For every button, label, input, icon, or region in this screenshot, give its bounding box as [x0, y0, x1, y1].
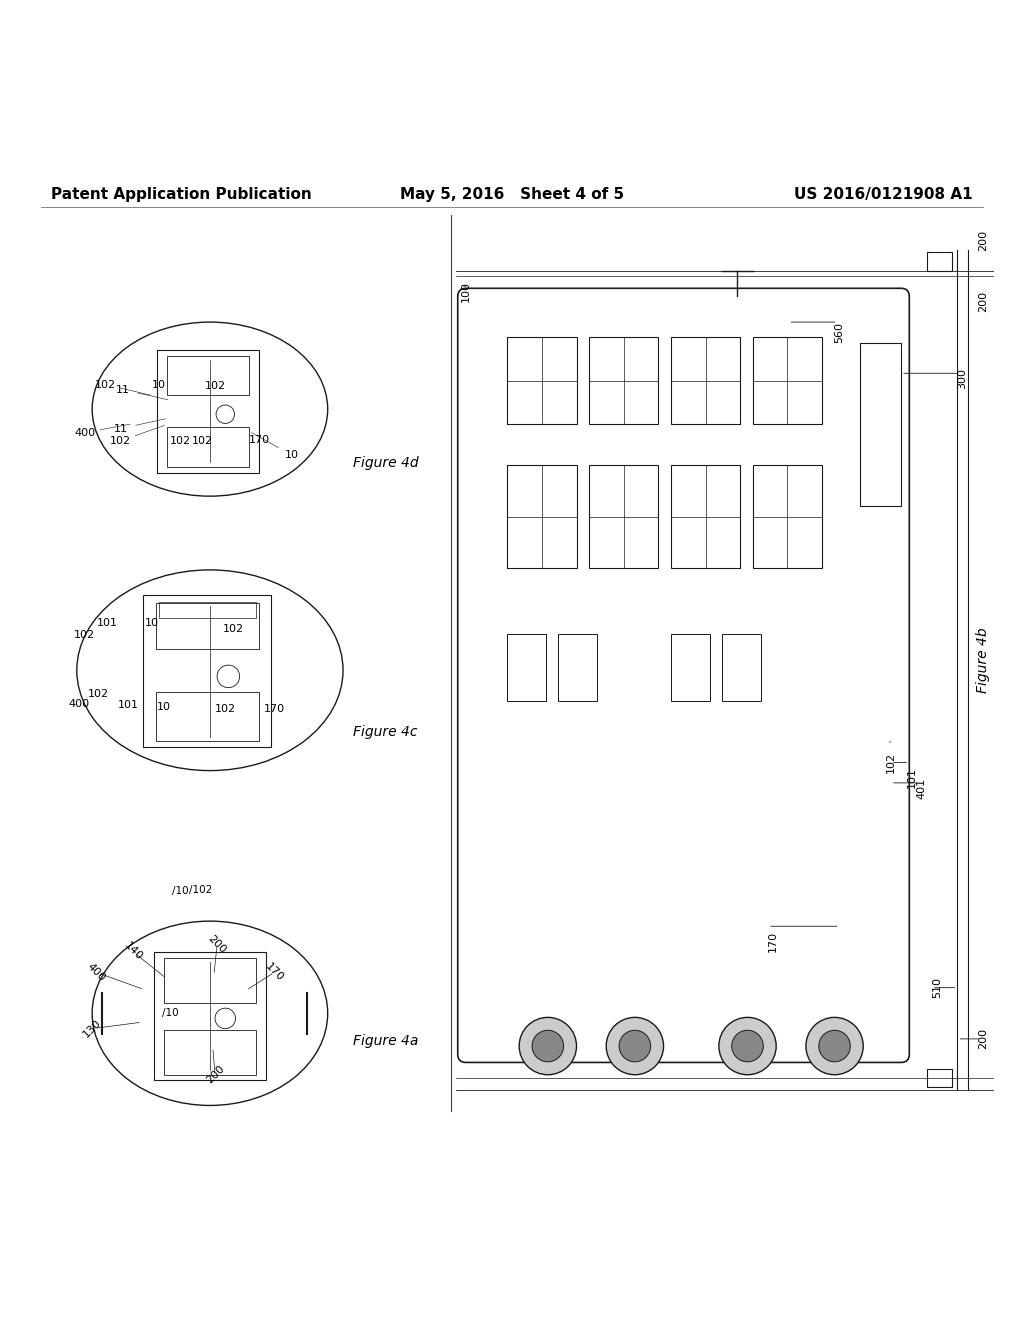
Text: US 2016/0121908 A1: US 2016/0121908 A1: [795, 186, 973, 202]
Text: 101: 101: [906, 767, 916, 788]
Text: 10: 10: [157, 702, 171, 711]
Bar: [157, 350, 259, 473]
Text: 102: 102: [205, 380, 225, 391]
Text: 102: 102: [111, 436, 131, 446]
Text: 400: 400: [69, 700, 89, 709]
Text: 400: 400: [85, 961, 108, 983]
Text: May 5, 2016   Sheet 4 of 5: May 5, 2016 Sheet 4 of 5: [400, 186, 624, 202]
Text: 200: 200: [978, 230, 988, 251]
Bar: [156, 693, 259, 741]
Ellipse shape: [92, 921, 328, 1105]
Bar: [722, 635, 761, 701]
Bar: [927, 1069, 952, 1086]
Text: 10: 10: [152, 380, 166, 389]
Text: 10: 10: [285, 450, 299, 461]
Text: 140: 140: [122, 941, 144, 962]
Bar: [159, 602, 256, 618]
Text: Figure 4c: Figure 4c: [353, 725, 418, 739]
Bar: [164, 958, 256, 1003]
Text: 200: 200: [204, 1064, 226, 1086]
Ellipse shape: [77, 570, 343, 771]
Bar: [927, 252, 952, 271]
Text: Patent Application Publication: Patent Application Publication: [51, 186, 312, 202]
Text: Figure 4a: Figure 4a: [353, 1034, 419, 1048]
Text: 560: 560: [835, 322, 845, 343]
Circle shape: [216, 405, 234, 424]
Text: 100: 100: [461, 281, 471, 302]
Text: 102: 102: [95, 380, 116, 389]
Bar: [589, 466, 658, 568]
Bar: [558, 635, 597, 701]
Text: 200: 200: [206, 933, 228, 956]
Text: 170: 170: [264, 704, 285, 714]
Text: 510: 510: [932, 977, 942, 998]
Circle shape: [719, 1018, 776, 1074]
Circle shape: [606, 1018, 664, 1074]
Text: /102: /102: [189, 886, 212, 895]
Circle shape: [215, 1008, 236, 1028]
Text: 400: 400: [75, 428, 95, 438]
Text: 130: 130: [81, 1018, 103, 1040]
Circle shape: [620, 1031, 650, 1061]
Text: 102: 102: [193, 436, 213, 446]
Bar: [671, 338, 740, 425]
Text: 102: 102: [223, 624, 244, 635]
Bar: [167, 356, 249, 395]
Bar: [589, 338, 658, 425]
Text: 102: 102: [88, 689, 109, 698]
Bar: [156, 603, 259, 648]
Text: 11: 11: [116, 384, 130, 395]
Ellipse shape: [92, 322, 328, 496]
Text: /10: /10: [172, 887, 188, 896]
Bar: [143, 595, 271, 747]
Text: 102: 102: [215, 704, 236, 714]
Bar: [671, 635, 710, 701]
Text: 170: 170: [768, 931, 778, 952]
Circle shape: [519, 1018, 577, 1074]
Bar: [507, 635, 546, 701]
Bar: [167, 426, 249, 467]
Text: /10: /10: [162, 1008, 178, 1018]
Text: 102: 102: [170, 436, 190, 446]
Circle shape: [217, 665, 240, 688]
Text: Figure 4b: Figure 4b: [976, 627, 990, 693]
Bar: [860, 343, 901, 507]
Circle shape: [819, 1031, 850, 1061]
Bar: [671, 466, 740, 568]
Text: 101: 101: [118, 700, 138, 710]
Text: 200: 200: [978, 290, 988, 312]
Circle shape: [806, 1018, 863, 1074]
Bar: [466, 297, 901, 1055]
Text: 200: 200: [978, 1028, 988, 1049]
Bar: [753, 466, 822, 568]
Bar: [753, 338, 822, 425]
Circle shape: [732, 1031, 763, 1061]
Text: 10: 10: [144, 618, 159, 628]
Bar: [507, 338, 577, 425]
Text: 300: 300: [957, 368, 968, 389]
Text: 102: 102: [74, 631, 94, 640]
Bar: [507, 466, 577, 568]
Text: 170: 170: [263, 961, 286, 983]
Text: 11: 11: [114, 424, 128, 433]
Circle shape: [532, 1031, 563, 1061]
Text: 101: 101: [97, 618, 118, 628]
Text: 170: 170: [249, 434, 269, 445]
Text: 401: 401: [916, 777, 927, 799]
Bar: [154, 952, 266, 1080]
Text: Figure 4d: Figure 4d: [353, 457, 419, 470]
Text: 102: 102: [886, 752, 896, 774]
FancyBboxPatch shape: [458, 288, 909, 1063]
Bar: [164, 1030, 256, 1074]
